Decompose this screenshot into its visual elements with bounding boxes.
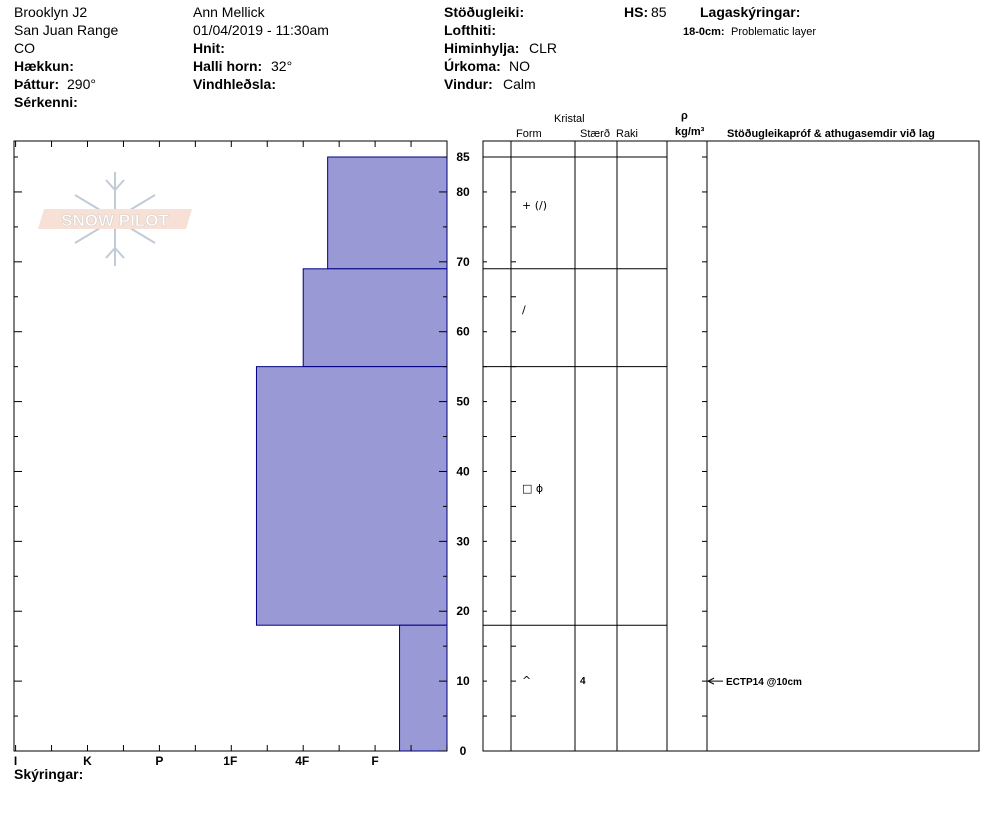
hardness-bar-1 xyxy=(302,268,448,368)
precip-value: NO xyxy=(509,58,530,74)
test-arrow-icon xyxy=(706,677,715,685)
hs-label: HS: xyxy=(624,4,649,20)
grain-form-3: ^ xyxy=(522,674,531,687)
notes-label: Skýringar: xyxy=(14,766,84,782)
y-tick-label: 85 xyxy=(456,150,470,164)
tests-header: Stöðugleikapróf & athugasemdir við lag xyxy=(727,128,935,140)
y-tick-label: 20 xyxy=(456,604,470,618)
layer-table xyxy=(482,140,980,752)
aspect-label: Þáttur: xyxy=(14,76,60,92)
form-header: Form xyxy=(516,128,542,140)
sky-value: CLR xyxy=(529,40,558,56)
logo-text: SNOW PILOT xyxy=(61,211,169,230)
layer-note-range: 18-0cm: xyxy=(683,26,725,38)
x-tick-label: I xyxy=(14,754,17,768)
x-tick-label: F xyxy=(371,754,378,768)
x-tick-label: K xyxy=(83,754,92,768)
moisture-header: Raki xyxy=(616,128,639,140)
hardness-bar-3 xyxy=(399,624,448,752)
air-temp-label: Lofthiti: xyxy=(444,22,497,38)
hs-value: 85 xyxy=(651,4,667,20)
slope-value: 32° xyxy=(271,58,293,74)
hardness-bar-2 xyxy=(255,366,448,626)
sky-label: Himinhylja: xyxy=(444,40,520,56)
features-label: Sérkenni: xyxy=(14,94,78,110)
observation-datetime: 01/04/2019 - 11:30am xyxy=(193,22,329,38)
density-unit-header: kg/m³ xyxy=(675,126,705,138)
x-tick-label: P xyxy=(155,754,163,768)
snowpilot-logo: SNOW PILOT xyxy=(38,172,192,266)
grain-form-2: □ ϕ xyxy=(522,482,543,495)
slope-label: Halli horn: xyxy=(193,58,263,74)
wind-value: Calm xyxy=(503,76,536,92)
crystal-header: Kristal xyxy=(554,113,585,125)
grain-size-3: 4 xyxy=(580,676,586,687)
x-tick-label: 4F xyxy=(295,754,309,768)
layer-notes-label: Lagaskýringar: xyxy=(700,4,801,20)
y-tick-label: 60 xyxy=(456,325,470,339)
y-tick-label: 50 xyxy=(456,395,470,409)
stability-label: Stöðugleiki: xyxy=(444,4,525,20)
grain-form-1: / xyxy=(522,304,526,317)
state-name: CO xyxy=(14,40,35,56)
layer-note-text: Problematic layer xyxy=(731,26,816,38)
y-tick-label: 0 xyxy=(460,744,467,758)
rho-header: ρ xyxy=(681,110,688,122)
x-tick-label: 1F xyxy=(223,754,237,768)
hardness-bar-0 xyxy=(327,156,448,270)
y-tick-label: 80 xyxy=(456,185,470,199)
coords-label: Hnit: xyxy=(193,40,225,56)
site-name: Brooklyn J2 xyxy=(14,4,88,20)
size-header: Stærð xyxy=(580,128,610,140)
range-name: San Juan Range xyxy=(14,22,119,38)
test-result-0: ECTP14 @10cm xyxy=(726,677,802,688)
y-tick-label: 70 xyxy=(456,255,470,269)
aspect-value: 290° xyxy=(67,76,96,92)
precip-label: Úrkoma: xyxy=(444,58,501,74)
grain-form-0: + (/) xyxy=(522,199,547,212)
elevation-label: Hækkun: xyxy=(14,58,74,74)
observer-name: Ann Mellick xyxy=(193,4,265,20)
wind-label: Vindur: xyxy=(444,76,493,92)
wind-loading-label: Vindhleðsla: xyxy=(193,76,276,92)
y-tick-label: 30 xyxy=(456,534,470,548)
y-tick-label: 10 xyxy=(456,674,470,688)
y-tick-label: 40 xyxy=(456,464,470,478)
